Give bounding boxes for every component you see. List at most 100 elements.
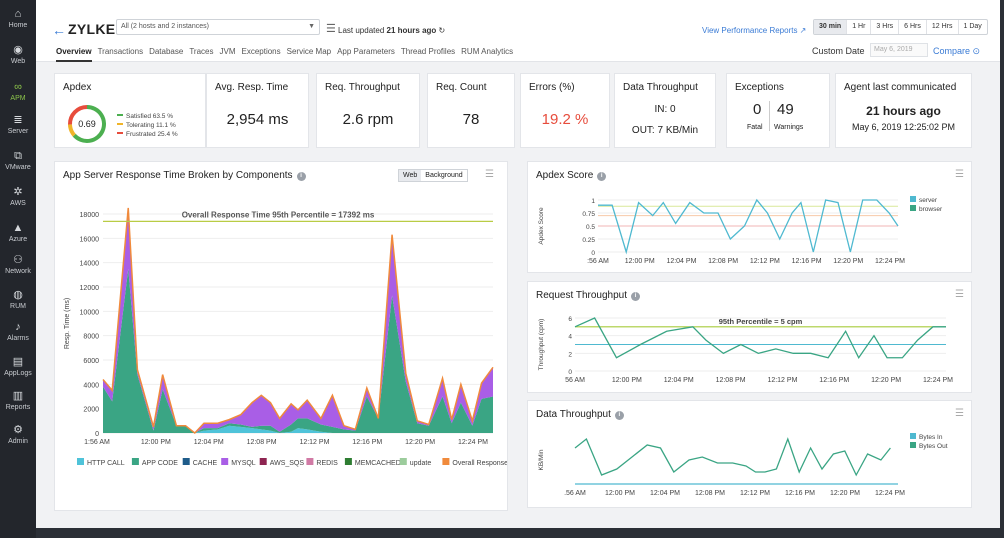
legend-item[interactable]: Overall Response Time — [452, 460, 507, 467]
time-range-6-hrs[interactable]: 6 Hrs — [899, 20, 927, 34]
apdex-card[interactable]: Apdex 0.69 Satisfied 63.5 % Tolerating 11… — [54, 73, 206, 148]
legend-item[interactable]: APP CODE — [142, 460, 178, 467]
req-count-title: Req. Count — [436, 82, 487, 93]
sidebar-item-vmware[interactable]: ⧉ VMware — [0, 150, 36, 172]
percentile-label: Overall Response Time 95th Percentile = … — [182, 210, 375, 219]
avg-resp-time-title: Avg. Resp. Time — [215, 82, 289, 93]
x-tick-label: 12:04 PM — [664, 377, 694, 384]
view-performance-reports-link[interactable]: View Performance Reports ↗ — [702, 26, 807, 35]
refresh-icon[interactable]: ↻ — [438, 26, 446, 35]
x-tick-label: 12:20 PM — [871, 377, 901, 384]
request-throughput-panel: Request Throughput i ☰ 0 2 4 6 Throughput (cp… — [527, 281, 972, 393]
apdex-score-panel: Apdex Score i ☰ 0 0.25 0.5 0.75 1 Apdex Score:… — [527, 161, 972, 273]
tab-exceptions[interactable]: Exceptions — [241, 47, 281, 56]
response-time-chart: 0 2000 4000 6000 8000 10000 12000 14000 16000 180… — [64, 207, 507, 467]
response-time-title-text: App Server Response Time Broken by Compo… — [63, 170, 293, 181]
legend-item[interactable]: CACHE — [193, 460, 218, 467]
sidebar-item-label: RUM — [10, 303, 26, 310]
sidebar-item-aws[interactable]: ✲ AWS — [0, 186, 36, 208]
x-tick-label: 12:04 PM — [650, 490, 680, 497]
tab-jvm[interactable]: JVM — [219, 47, 236, 56]
tab-app-parameters[interactable]: App Parameters — [337, 47, 395, 56]
x-tick-label: 12:00 PM — [605, 490, 635, 497]
tab-thread-profiles[interactable]: Thread Profiles — [400, 47, 456, 56]
custom-date-input[interactable]: May 6, 2019 — [870, 43, 928, 57]
compare-link[interactable]: Compare ⊙ — [933, 46, 981, 56]
sidebar-item-label: Azure — [8, 236, 28, 243]
legend-item[interactable]: Bytes In — [919, 434, 943, 441]
legend-item[interactable]: MYSQL — [231, 460, 256, 467]
apdex-legend-item: Frustrated 25.4 % — [117, 130, 178, 139]
info-icon[interactable]: i — [296, 172, 306, 181]
legend-item[interactable]: Bytes Out — [919, 443, 948, 450]
time-range-3-hrs[interactable]: 3 Hrs — [871, 20, 900, 34]
instance-selector[interactable]: All (2 hosts and 2 instances) ▼ — [116, 19, 320, 35]
back-arrow-icon[interactable]: ← — [52, 22, 66, 38]
server-icon: ≣ — [13, 114, 23, 126]
time-range-1-hr[interactable]: 1 Hr — [847, 20, 872, 34]
apdex-legend-value: 11.1 % — [156, 122, 176, 129]
info-icon[interactable]: i — [614, 411, 624, 420]
toggle-web[interactable]: Web — [399, 170, 422, 181]
tab-service-map[interactable]: Service Map — [286, 47, 332, 56]
app-title: ZYLKER — [68, 21, 126, 37]
req-count-card[interactable]: Req. Count 78 — [427, 73, 515, 148]
exceptions-card[interactable]: Exceptions 0 49 Fatal Warnings — [726, 73, 830, 148]
legend-swatch — [910, 205, 916, 211]
panel-menu-icon[interactable]: ☰ — [485, 169, 494, 180]
sidebar-item-alarms[interactable]: ♪ Alarms — [0, 321, 36, 343]
sidebar-item-network[interactable]: ⚇ Network — [0, 254, 36, 276]
sidebar-item-applogs[interactable]: ▤ AppLogs — [0, 356, 36, 378]
y-tick-label: 14000 — [80, 261, 100, 268]
time-range-30-min[interactable]: 30 min — [814, 20, 848, 34]
warnings-label: Warnings — [774, 124, 804, 131]
overall-response-line — [102, 207, 494, 435]
sidebar-item-rum[interactable]: ◍ RUM — [0, 289, 36, 311]
tab-rum-analytics[interactable]: RUM Analytics — [461, 47, 514, 56]
sidebar-item-web[interactable]: ◉ Web — [0, 44, 36, 66]
agent-card[interactable]: Agent last communicated 21 hours ago May… — [835, 73, 972, 148]
apdex-donut: 0.69 — [68, 105, 106, 143]
home-icon: ⌂ — [14, 8, 22, 20]
legend-item[interactable]: update — [410, 460, 432, 467]
panel-menu-icon[interactable]: ☰ — [955, 169, 964, 180]
legend-item[interactable]: REDIS — [316, 460, 338, 467]
panel-menu-icon[interactable]: ☰ — [955, 289, 964, 300]
sidebar-item-label: Network — [5, 268, 31, 275]
sidebar-item-server[interactable]: ≣ Server — [0, 114, 36, 136]
toggle-background[interactable]: Background — [425, 172, 463, 179]
network-icon: ⚇ — [13, 254, 23, 266]
tab-overview[interactable]: Overview — [56, 47, 92, 62]
sidebar-item-home[interactable]: ⌂ Home — [0, 8, 36, 30]
legend-swatch — [306, 458, 314, 465]
legend-item[interactable]: MEMCACHED — [355, 460, 401, 467]
sidebar-item-apm[interactable]: ∞ APM — [0, 81, 36, 103]
sidebar-item-azure[interactable]: ▲ Azure — [0, 222, 36, 244]
req-throughput-card[interactable]: Req. Throughput 2.6 rpm — [316, 73, 420, 148]
sidebar-item-label: Server — [7, 128, 29, 135]
x-tick-label: 12:12 PM — [299, 439, 329, 446]
data-throughput-card[interactable]: Data Throughput IN: 0 OUT: 7 KB/Min — [614, 73, 716, 148]
sidebar-item-admin[interactable]: ⚙ Admin — [0, 424, 36, 446]
line-bytes-out — [574, 437, 891, 477]
sidebar-item-reports[interactable]: ▥ Reports — [0, 390, 36, 412]
info-icon[interactable]: i — [597, 172, 607, 181]
panel-menu-icon[interactable]: ☰ — [955, 408, 964, 419]
tab-traces[interactable]: Traces — [189, 47, 214, 56]
menu-icon[interactable]: ☰ — [326, 23, 336, 35]
errors-card[interactable]: Errors (%) 19.2 % — [520, 73, 610, 148]
data-throughput-chart: KB/Min .56 AM 12:00 PM 12:04 PM 12:08 PM 12:1… — [538, 433, 948, 497]
time-range-12-hrs[interactable]: 12 Hrs — [927, 20, 959, 34]
avg-resp-time-card[interactable]: Avg. Resp. Time 2,954 ms — [206, 73, 309, 148]
legend-item[interactable]: server — [919, 197, 938, 204]
time-range-1-day[interactable]: 1 Day — [963, 23, 982, 30]
legend-item[interactable]: browser — [919, 206, 943, 213]
last-updated: Last updated 21 hours ago ↻ — [338, 26, 445, 35]
info-icon[interactable]: i — [631, 292, 640, 301]
legend-item[interactable]: HTTP CALL — [87, 460, 125, 467]
legend-item[interactable]: AWS_SQS — [270, 460, 305, 467]
y-tick-label: 0 — [568, 369, 572, 376]
apdex-slice-tolerating — [68, 124, 76, 137]
tab-transactions[interactable]: Transactions — [97, 47, 144, 56]
tab-database[interactable]: Database — [149, 47, 184, 56]
